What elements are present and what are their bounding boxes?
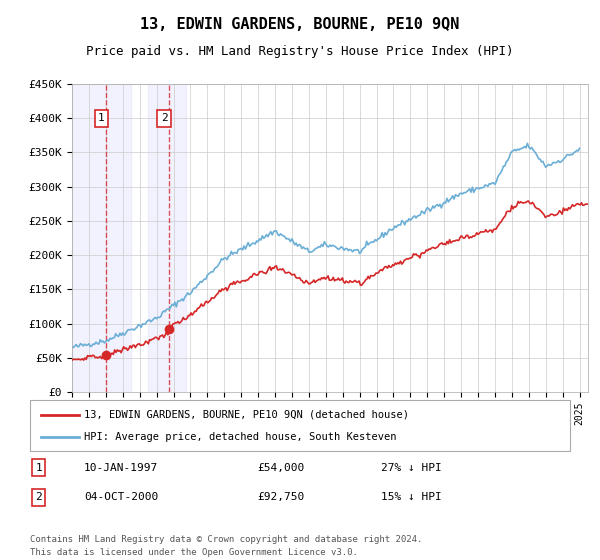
Text: 2: 2 [35,492,42,502]
Bar [72,84,131,392]
Text: 15% ↓ HPI: 15% ↓ HPI [381,492,442,502]
Text: 2: 2 [161,113,167,123]
Text: 13, EDWIN GARDENS, BOURNE, PE10 9QN (detached house): 13, EDWIN GARDENS, BOURNE, PE10 9QN (det… [84,409,409,419]
Text: Price paid vs. HM Land Registry's House Price Index (HPI): Price paid vs. HM Land Registry's House … [86,45,514,58]
Text: This data is licensed under the Open Government Licence v3.0.: This data is licensed under the Open Gov… [30,548,358,557]
Text: 1: 1 [98,113,104,123]
Text: 04-OCT-2000: 04-OCT-2000 [84,492,158,502]
Text: £54,000: £54,000 [257,463,304,473]
Text: 13, EDWIN GARDENS, BOURNE, PE10 9QN: 13, EDWIN GARDENS, BOURNE, PE10 9QN [140,17,460,32]
Text: 10-JAN-1997: 10-JAN-1997 [84,463,158,473]
Text: 27% ↓ HPI: 27% ↓ HPI [381,463,442,473]
Text: 1: 1 [35,463,42,473]
Text: Contains HM Land Registry data © Crown copyright and database right 2024.: Contains HM Land Registry data © Crown c… [30,535,422,544]
Text: HPI: Average price, detached house, South Kesteven: HPI: Average price, detached house, Sout… [84,432,397,442]
FancyBboxPatch shape [30,400,570,451]
Text: £92,750: £92,750 [257,492,304,502]
Bar [148,84,186,392]
